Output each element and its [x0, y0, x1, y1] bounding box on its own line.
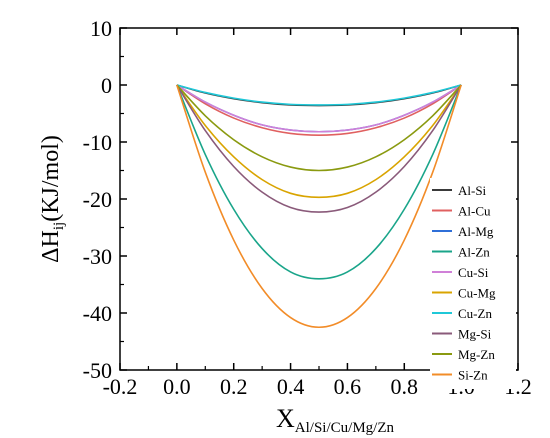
legend-label: Mg-Si [458, 327, 492, 342]
y-tick-label: -40 [83, 301, 112, 326]
series-line-mg-zn [176, 84, 462, 172]
x-tick-label: 0.6 [334, 374, 362, 399]
y-tick-labels: 10 0 -10 -20 -30 -40 -50 [83, 16, 112, 383]
y-tick-label: -10 [83, 130, 112, 155]
legend-label: Al-Cu [458, 204, 491, 219]
series-line-cu-mg [176, 84, 462, 199]
legend-label: Cu-Si [458, 265, 489, 280]
legend-label: Al-Si [458, 183, 487, 198]
x-tick-label: 0.0 [163, 374, 191, 399]
x-axis-title-subscript: Al/Si/Cu/Mg/Zn [295, 420, 395, 436]
series-line-mg-si [176, 84, 462, 213]
x-tick-label: 0.2 [220, 374, 248, 399]
legend-label: Cu-Mg [458, 286, 496, 301]
x-tick-labels: -0.20.00.20.40.60.81.01.2 [103, 374, 532, 399]
legend-label: Al-Mg [458, 224, 494, 239]
series-line-cu-si [176, 84, 462, 133]
legend: Al-Si Al-Cu Al-Mg Al-Zn Cu-Si Cu-Mg Cu-Zn Mg-Si… [430, 178, 516, 389]
series-line-al-cu [176, 84, 462, 136]
series-line-si-zn [176, 84, 462, 329]
legend-label: Si-Zn [458, 368, 488, 383]
y-tick-label: -50 [83, 358, 112, 383]
legend-label: Cu-Zn [458, 306, 492, 321]
x-axis-title: XAl/Si/Cu/Mg/Zn [276, 404, 394, 436]
x-axis-title-main: X [276, 404, 295, 433]
legend-label: Al-Zn [458, 245, 490, 260]
y-axis-title-unit: (KJ/mol) [38, 135, 64, 222]
y-axis-title: ΔHij(KJ/mol) [38, 135, 67, 263]
y-tick-label: -20 [83, 187, 112, 212]
x-tick-label: -0.2 [103, 374, 138, 399]
series-lines [176, 84, 462, 329]
y-axis-title-subscript: ij [51, 222, 67, 230]
y-tick-label: 0 [101, 73, 112, 98]
y-tick-label: 10 [90, 16, 112, 41]
x-tick-label: 0.8 [391, 374, 419, 399]
series-line-cu-zn [176, 84, 462, 106]
x-tick-label: 0.4 [277, 374, 305, 399]
y-axis-title-main: ΔH [38, 230, 64, 263]
y-tick-label: -30 [83, 244, 112, 269]
series-line-al-zn [176, 84, 462, 280]
legend-label: Mg-Zn [458, 347, 495, 362]
